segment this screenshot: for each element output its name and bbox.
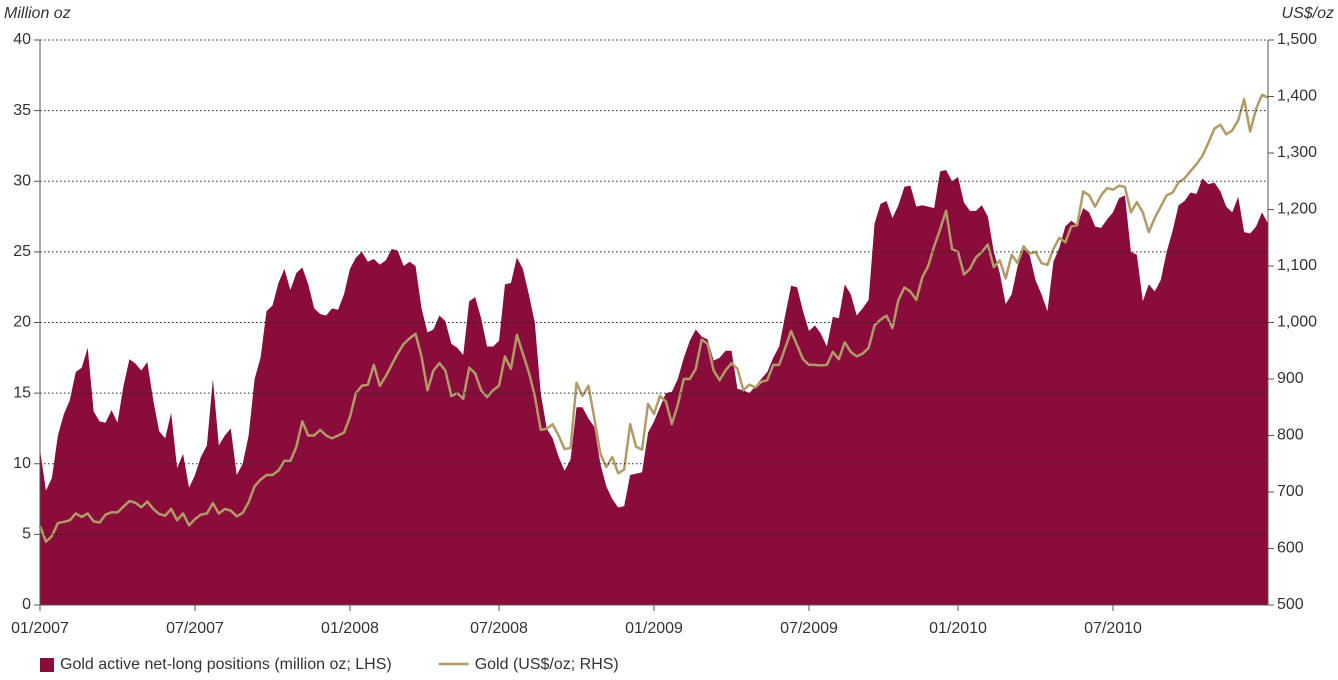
x-tick-label: 01/2007 — [11, 620, 69, 637]
x-tick-label: 07/2010 — [1084, 620, 1142, 637]
legend-label: Gold (US$/oz; RHS) — [475, 656, 619, 673]
y-tick-label: 5 — [22, 526, 31, 543]
y2-axis-label: US$/oz — [1282, 5, 1334, 22]
y2-tick-label: 1,100 — [1277, 257, 1317, 274]
x-tick-label: 07/2008 — [470, 620, 528, 637]
x-tick-label: 01/2009 — [625, 620, 683, 637]
y2-tick-label: 600 — [1277, 540, 1304, 557]
y2-tick-label: 1,000 — [1277, 314, 1317, 331]
area — [40, 169, 1268, 605]
y-tick-label: 15 — [13, 384, 31, 401]
y2-tick-label: 700 — [1277, 483, 1304, 500]
y2-tick-label: 500 — [1277, 596, 1304, 613]
y2-tick-label: 1,400 — [1277, 88, 1317, 105]
x-tick-label: 07/2007 — [166, 620, 224, 637]
y-tick-label: 20 — [13, 314, 31, 331]
y-tick-label: 30 — [13, 172, 31, 189]
legend-label: Gold active net-long positions (million … — [60, 656, 392, 673]
y-axis-label: Million oz — [4, 5, 71, 22]
x-tick-label: 01/2010 — [929, 620, 987, 637]
y-tick-label: 10 — [13, 455, 31, 472]
legend-swatch — [40, 658, 54, 672]
y2-tick-label: 1,300 — [1277, 144, 1317, 161]
x-tick-label: 07/2009 — [780, 620, 838, 637]
y-tick-label: 35 — [13, 102, 31, 119]
y2-tick-label: 1,500 — [1277, 31, 1317, 48]
line — [38, 93, 1269, 543]
y-tick-label: 25 — [13, 243, 31, 260]
x-tick-label: 01/2008 — [321, 620, 379, 637]
y-tick-label: 40 — [13, 31, 31, 48]
y2-tick-label: 900 — [1277, 370, 1304, 387]
y-tick-label: 0 — [22, 596, 31, 613]
y2-tick-label: 800 — [1277, 427, 1304, 444]
y2-tick-label: 1,200 — [1277, 201, 1317, 218]
